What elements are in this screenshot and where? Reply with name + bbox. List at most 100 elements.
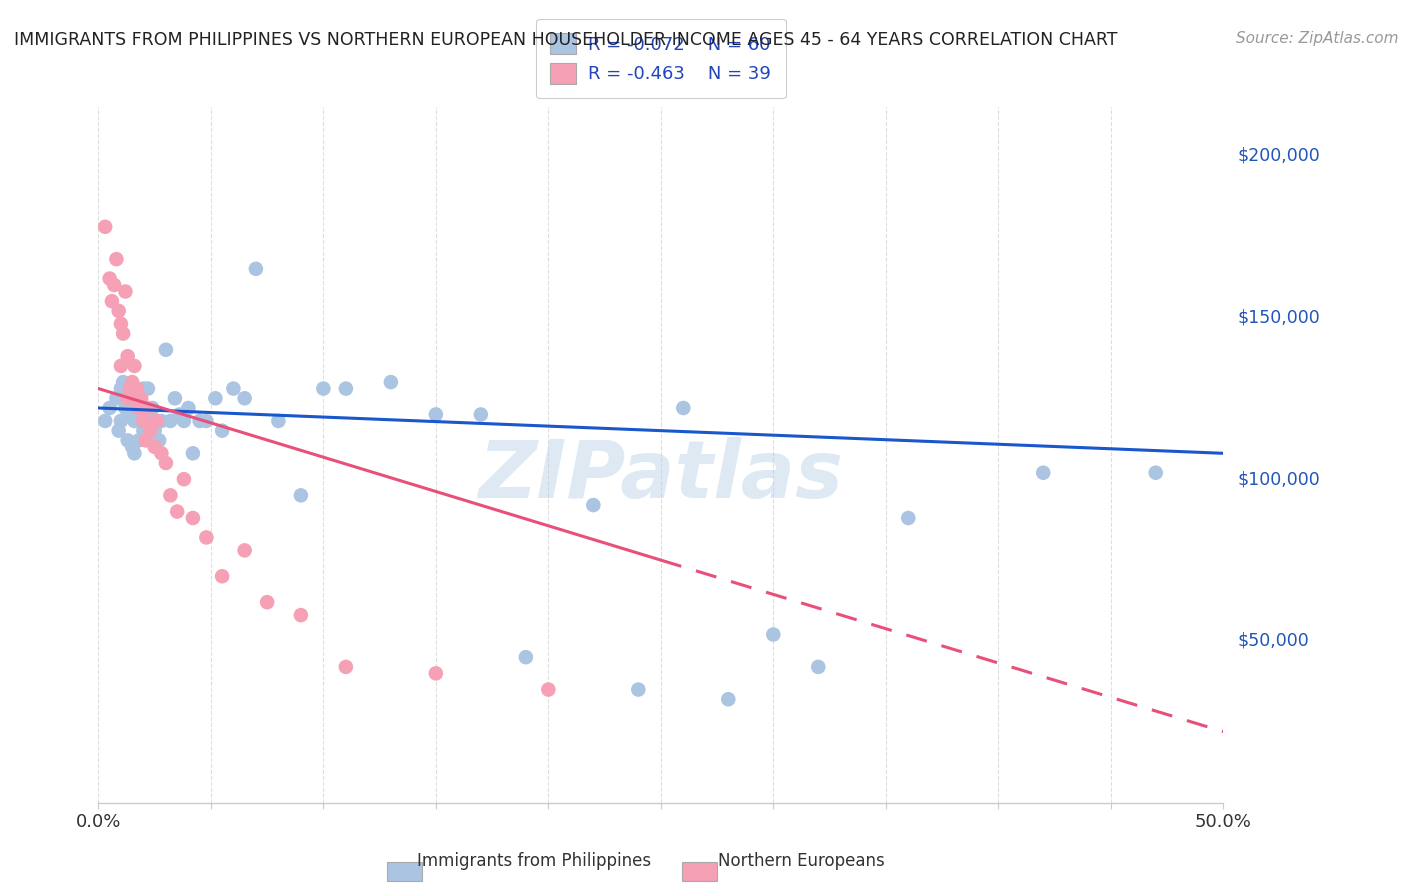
Point: [173, 414, 195, 428]
Point: [124, 446, 146, 460]
Point: [110, 359, 132, 373]
Point: [110, 317, 132, 331]
Point: [807, 660, 830, 674]
Text: $150,000: $150,000: [1237, 309, 1320, 326]
Point: [204, 392, 226, 406]
Point: [233, 392, 256, 406]
Point: [124, 414, 146, 428]
Point: [124, 359, 146, 373]
Point: [143, 424, 166, 438]
Point: [132, 414, 155, 428]
Text: IMMIGRANTS FROM PHILIPPINES VS NORTHERN EUROPEAN HOUSEHOLDER INCOME AGES 45 - 64: IMMIGRANTS FROM PHILIPPINES VS NORTHERN …: [14, 31, 1118, 49]
Point: [290, 608, 312, 623]
Point: [222, 382, 245, 396]
Point: [380, 375, 402, 389]
Point: [155, 456, 177, 470]
Point: [117, 392, 139, 406]
Point: [211, 424, 233, 438]
Point: [105, 392, 128, 406]
Point: [195, 531, 218, 545]
Point: [136, 408, 159, 422]
Point: [124, 392, 146, 406]
Point: [128, 434, 150, 448]
Point: [515, 650, 537, 665]
Point: [163, 392, 186, 406]
Point: [114, 401, 136, 415]
Point: [155, 343, 177, 357]
Point: [425, 666, 447, 681]
Point: [897, 511, 920, 525]
Point: [112, 326, 135, 341]
Point: [181, 446, 204, 460]
Point: [181, 511, 204, 525]
Point: [143, 440, 166, 454]
Point: [146, 414, 169, 428]
Point: [312, 382, 335, 396]
Point: [129, 392, 152, 406]
Point: [173, 472, 195, 486]
Point: [188, 414, 211, 428]
Point: [762, 627, 785, 641]
Text: $50,000: $50,000: [1237, 632, 1309, 650]
Point: [148, 434, 170, 448]
Point: [717, 692, 740, 706]
Point: [290, 488, 312, 502]
Point: [103, 278, 125, 293]
Point: [101, 294, 124, 309]
Point: [1144, 466, 1167, 480]
Point: [136, 382, 159, 396]
Point: [233, 543, 256, 558]
Point: [139, 424, 162, 438]
Point: [135, 414, 157, 428]
Point: [110, 382, 132, 396]
Point: [132, 424, 155, 438]
Point: [94, 414, 117, 428]
Point: [211, 569, 233, 583]
Point: [136, 401, 159, 415]
Point: [121, 408, 143, 422]
Point: [112, 375, 135, 389]
Point: [150, 446, 173, 460]
Text: Immigrants from Philippines: Immigrants from Philippines: [418, 852, 651, 870]
Point: [125, 382, 148, 396]
Point: [141, 401, 163, 415]
Point: [470, 408, 492, 422]
Point: [159, 488, 181, 502]
Point: [256, 595, 278, 609]
Text: Northern Europeans: Northern Europeans: [718, 852, 884, 870]
Point: [117, 349, 139, 363]
Point: [425, 408, 447, 422]
Point: [125, 392, 148, 406]
Point: [139, 414, 162, 428]
Text: $100,000: $100,000: [1237, 470, 1320, 488]
Point: [245, 261, 267, 276]
Point: [135, 434, 157, 448]
Point: [166, 504, 188, 518]
Text: Source: ZipAtlas.com: Source: ZipAtlas.com: [1236, 31, 1399, 46]
Point: [132, 382, 155, 396]
Point: [94, 219, 117, 234]
Point: [121, 440, 143, 454]
Point: [195, 414, 218, 428]
Text: $200,000: $200,000: [1237, 146, 1320, 165]
Point: [107, 424, 129, 438]
Point: [114, 285, 136, 299]
Point: [267, 414, 290, 428]
Point: [118, 382, 141, 396]
Point: [150, 414, 173, 428]
Point: [128, 414, 150, 428]
Point: [537, 682, 560, 697]
Point: [105, 252, 128, 267]
Point: [121, 375, 143, 389]
Point: [98, 271, 121, 285]
Legend: R = -0.072    N = 60, R = -0.463    N = 39: R = -0.072 N = 60, R = -0.463 N = 39: [536, 19, 786, 98]
Point: [335, 660, 357, 674]
Point: [107, 304, 129, 318]
Point: [582, 498, 605, 512]
Point: [110, 414, 132, 428]
Point: [627, 682, 650, 697]
Point: [177, 401, 200, 415]
Point: [672, 401, 695, 415]
Point: [129, 401, 152, 415]
Point: [159, 414, 181, 428]
